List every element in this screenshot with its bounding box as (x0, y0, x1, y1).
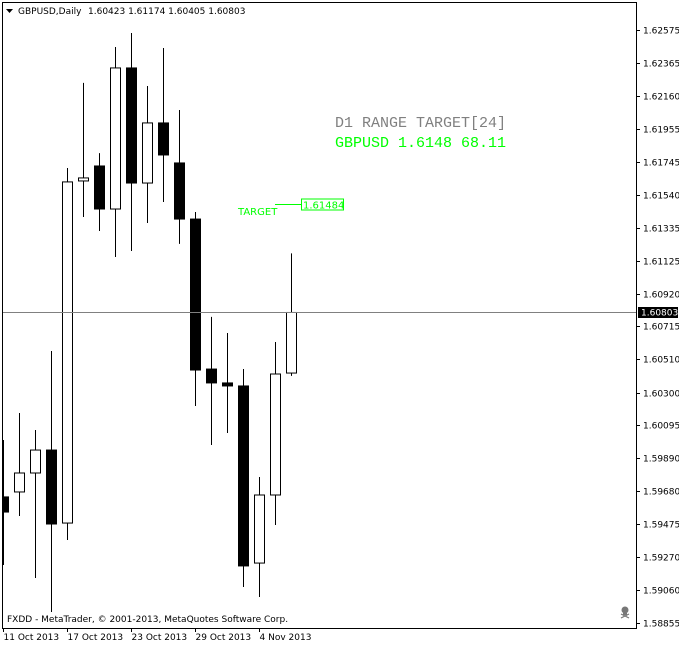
target-label: TARGET (237, 207, 278, 218)
target-price-box (301, 198, 344, 211)
candles-layer (2, 33, 297, 613)
candle-body-bull (110, 67, 121, 210)
candle-body-bull (286, 311, 297, 374)
y-tick-label: 1.60920 (643, 291, 679, 301)
indicator-value: GBPUSD 1.6148 68.11 (335, 135, 506, 152)
y-tick-label: 1.62365 (643, 60, 679, 70)
y-tick-label: 1.61540 (643, 192, 679, 202)
candle-body-bull (30, 449, 41, 474)
candle-body-bear (190, 218, 201, 371)
candle (158, 48, 169, 203)
ohlc-readout: 1.60423 1.61174 1.60405 1.60803 (88, 7, 245, 17)
candle (126, 33, 137, 251)
x-tick-label: 17 Oct 2013 (68, 633, 124, 643)
candle (254, 476, 265, 598)
candle (174, 110, 185, 244)
y-tick-label: 1.59270 (643, 554, 679, 564)
skull-icon (620, 606, 630, 619)
plot-frame (2, 2, 637, 629)
y-tick-label: 1.59890 (643, 455, 679, 465)
candle-body-bear (126, 67, 137, 184)
candle (2, 439, 9, 565)
current-price-label: 1.60803 (641, 309, 678, 319)
candle (46, 351, 57, 613)
x-tick-label: 11 Oct 2013 (4, 633, 60, 643)
candle (94, 153, 105, 232)
y-tick-label: 1.62160 (643, 93, 679, 103)
candle (270, 341, 281, 525)
indicator-title: D1 RANGE TARGET[24] (335, 115, 506, 132)
candle (142, 85, 153, 224)
candle-body-bear (238, 385, 249, 567)
y-tick-label: 1.61335 (643, 225, 679, 235)
candle (110, 47, 121, 257)
candle (30, 429, 41, 579)
x-tick-label: 23 Oct 2013 (132, 633, 188, 643)
y-tick-label: 1.60300 (643, 390, 679, 400)
candle (78, 82, 89, 217)
candle-body-bull (270, 373, 281, 496)
target-price: 1.61484 (303, 201, 344, 212)
candle-body-bear (2, 496, 9, 513)
y-tick-label: 1.60715 (643, 323, 679, 333)
candle-body-bull (254, 494, 265, 564)
candle (190, 212, 201, 407)
candle (238, 369, 249, 587)
y-tick-label: 1.61745 (643, 159, 679, 169)
current-price-marker (638, 307, 678, 318)
y-tick-label: 1.62575 (643, 27, 679, 37)
candle (14, 413, 25, 517)
candle (62, 168, 73, 540)
copyright-text: FXDD - MetaTrader, © 2001-2013, MetaQuot… (7, 615, 288, 625)
candle-body-bull (142, 122, 153, 184)
candle-body-bear (174, 162, 185, 220)
y-tick-label: 1.61955 (643, 126, 679, 136)
y-tick-label: 1.58855 (643, 620, 679, 630)
candle-body-bear (158, 122, 169, 156)
candle-body-bear (206, 368, 217, 384)
candle-body-bull (62, 181, 73, 524)
y-tick-label: 1.59680 (643, 488, 679, 498)
candle (206, 316, 217, 445)
x-tick-label: 4 Nov 2013 (260, 633, 312, 643)
y-tick-label: 1.60095 (643, 422, 679, 432)
candle-body-bull (14, 472, 25, 493)
time-axis[interactable]: 11 Oct 2013 17 Oct 2013 23 Oct 2013 29 Oct … (3, 628, 312, 643)
y-tick-label: 1.60510 (643, 356, 679, 366)
triangle-down-icon[interactable] (6, 9, 13, 13)
x-tick-label: 29 Oct 2013 (196, 633, 252, 643)
candle (222, 333, 233, 433)
price-axis[interactable]: 1.62575 1.62365 1.62160 1.61955 1.61745 1.615… (636, 27, 679, 630)
y-tick-label: 1.59060 (643, 587, 679, 597)
candle-body-bear (222, 382, 233, 387)
symbol-timeframe: GBPUSD,Daily (18, 7, 82, 17)
candle-body-bear (46, 449, 57, 525)
y-tick-label: 1.61125 (643, 258, 679, 268)
y-tick-label: 1.59475 (643, 521, 679, 531)
candle-body-bull (78, 177, 89, 182)
candle-body-bear (94, 165, 105, 210)
